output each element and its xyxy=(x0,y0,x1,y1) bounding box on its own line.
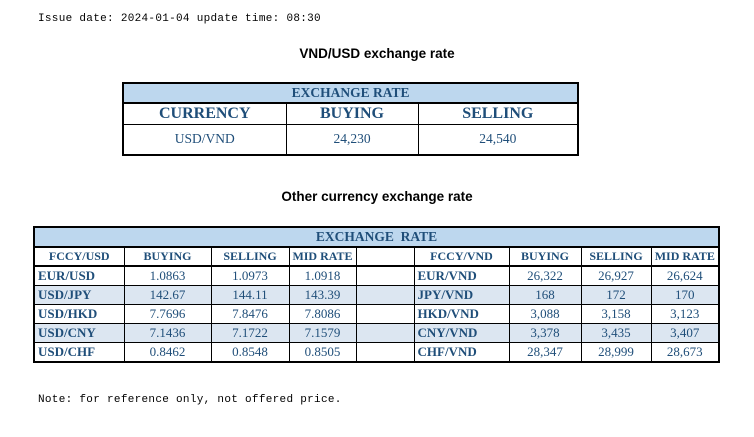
spacer-cell xyxy=(355,304,415,324)
mid-rate-cell: 7.1579 xyxy=(288,323,357,343)
column-header-fccy-vnd: FCCY/VND xyxy=(413,246,510,267)
mid-rate-cell: 3,123 xyxy=(650,304,720,324)
selling-rate-cell: 1.0973 xyxy=(210,265,290,286)
selling-rate-cell: 144.11 xyxy=(210,285,290,305)
selling-rate-cell: 172 xyxy=(580,285,652,305)
table-row: USD/CHF 0.8462 0.8548 0.8505 CHF/VND 28,… xyxy=(33,342,720,363)
column-header-midrate-usd: MID RATE xyxy=(288,246,357,267)
buying-rate-cell: 3,088 xyxy=(508,304,582,324)
mid-rate-cell: 143.39 xyxy=(288,285,357,305)
column-header-buying-vnd: BUYING xyxy=(508,246,582,267)
column-header-selling-vnd: SELLING xyxy=(580,246,652,267)
buying-rate-cell: 0.8462 xyxy=(123,342,212,363)
table-row: USD/VND 24,230 24,540 xyxy=(122,124,579,155)
currency-pair-cell: USD/VND xyxy=(122,124,287,155)
spacer-cell xyxy=(355,285,415,305)
table-row: EUR/USD 1.0863 1.0973 1.0918 EUR/VND 26,… xyxy=(33,265,720,286)
currency-pair-cell: EUR/VND xyxy=(413,265,510,286)
selling-rate-cell: 26,927 xyxy=(580,265,652,286)
spacer-cell xyxy=(355,265,415,286)
mid-rate-cell: 3,407 xyxy=(650,323,720,343)
column-header-fccy-usd: FCCY/USD xyxy=(33,246,125,267)
currency-pair-cell: JPY/VND xyxy=(413,285,510,305)
currency-pair-cell: USD/JPY xyxy=(33,285,125,305)
buying-rate-cell: 26,322 xyxy=(508,265,582,286)
selling-rate-cell: 3,158 xyxy=(580,304,652,324)
column-header-buying-usd: BUYING xyxy=(123,246,212,267)
mid-rate-cell: 1.0918 xyxy=(288,265,357,286)
usd-table-title: VND/USD exchange rate xyxy=(299,46,455,61)
buying-rate-cell: 168 xyxy=(508,285,582,305)
other-table-banner: EXCHANGE RATE xyxy=(33,226,720,248)
mid-rate-cell: 26,624 xyxy=(650,265,720,286)
currency-pair-cell: CNY/VND xyxy=(413,323,510,343)
column-header-currency: CURRENCY xyxy=(122,102,287,125)
currency-pair-cell: USD/CHF xyxy=(33,342,125,363)
table-row: USD/HKD 7.7696 7.8476 7.8086 HKD/VND 3,0… xyxy=(33,304,720,324)
currency-pair-cell: EUR/USD xyxy=(33,265,125,286)
usd-exchange-table: EXCHANGE RATE CURRENCY BUYING SELLING US… xyxy=(122,82,580,156)
other-table-title: Other currency exchange rate xyxy=(281,189,473,204)
selling-rate-cell: 3,435 xyxy=(580,323,652,343)
buying-rate-cell: 28,347 xyxy=(508,342,582,363)
buying-rate-cell: 1.0863 xyxy=(123,265,212,286)
issue-date-text: Issue date: 2024-01-04 update time: 08:3… xyxy=(38,13,321,25)
buying-rate-cell: 3,378 xyxy=(508,323,582,343)
currency-pair-cell: USD/CNY xyxy=(33,323,125,343)
column-header-midrate-vnd: MID RATE xyxy=(650,246,720,267)
selling-rate-cell: 24,540 xyxy=(417,124,579,155)
spacer-cell xyxy=(355,342,415,363)
currency-pair-cell: HKD/VND xyxy=(413,304,510,324)
currency-pair-cell: CHF/VND xyxy=(413,342,510,363)
other-exchange-table: EXCHANGE RATE FCCY/USD BUYING SELLING MI… xyxy=(33,226,721,363)
selling-rate-cell: 0.8548 xyxy=(210,342,290,363)
selling-rate-cell: 7.8476 xyxy=(210,304,290,324)
mid-rate-cell: 7.8086 xyxy=(288,304,357,324)
column-header-selling: SELLING xyxy=(417,102,579,125)
column-header-selling-usd: SELLING xyxy=(210,246,290,267)
buying-rate-cell: 7.7696 xyxy=(123,304,212,324)
buying-rate-cell: 7.1436 xyxy=(123,323,212,343)
buying-rate-cell: 142.67 xyxy=(123,285,212,305)
selling-rate-cell: 7.1722 xyxy=(210,323,290,343)
mid-rate-cell: 170 xyxy=(650,285,720,305)
buying-rate-cell: 24,230 xyxy=(285,124,419,155)
table-row: USD/JPY 142.67 144.11 143.39 JPY/VND 168… xyxy=(33,285,720,305)
column-header-buying: BUYING xyxy=(285,102,419,125)
note-text: Note: for reference only, not offered pr… xyxy=(38,394,342,406)
spacer-cell xyxy=(355,246,415,267)
spacer-cell xyxy=(355,323,415,343)
mid-rate-cell: 0.8505 xyxy=(288,342,357,363)
selling-rate-cell: 28,999 xyxy=(580,342,652,363)
usd-table-banner: EXCHANGE RATE xyxy=(122,82,579,104)
mid-rate-cell: 28,673 xyxy=(650,342,720,363)
table-row: USD/CNY 7.1436 7.1722 7.1579 CNY/VND 3,3… xyxy=(33,323,720,343)
currency-pair-cell: USD/HKD xyxy=(33,304,125,324)
